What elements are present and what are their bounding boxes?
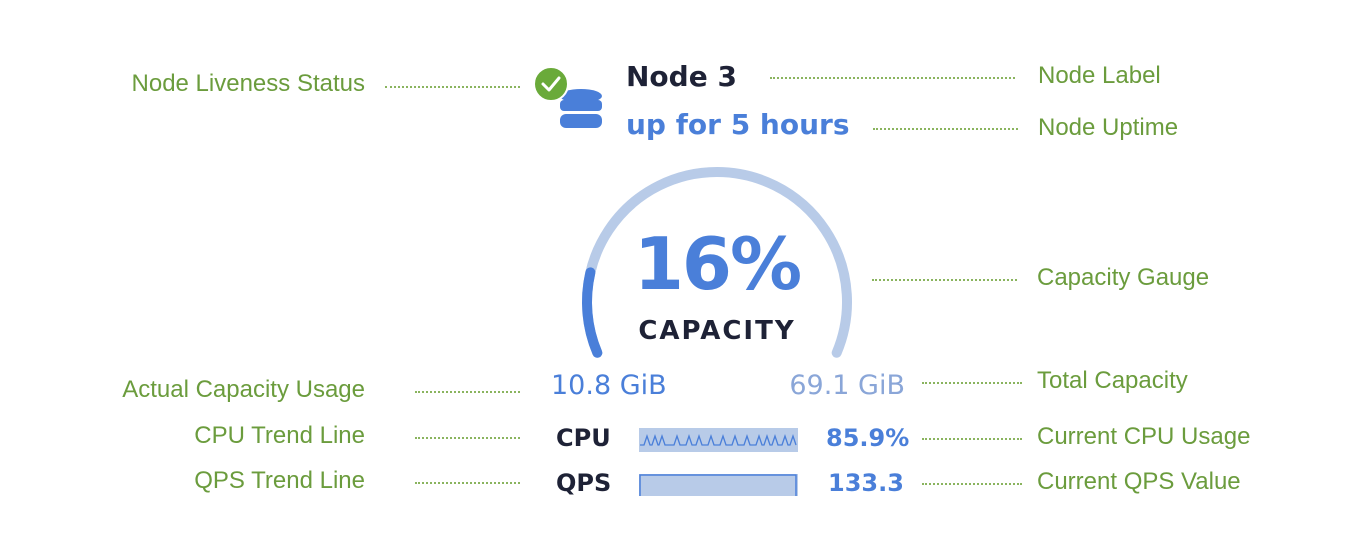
leader-line xyxy=(770,77,1015,79)
cpu-label: CPU xyxy=(556,424,611,452)
qps-value: 133.3 xyxy=(828,469,904,497)
leader-line xyxy=(922,483,1022,485)
cpu-trend-line xyxy=(640,433,797,446)
qps-label: QPS xyxy=(556,469,612,497)
leader-line xyxy=(922,382,1022,384)
leader-line xyxy=(872,279,1017,281)
gauge-fill xyxy=(582,267,603,358)
leader-line xyxy=(873,128,1018,130)
capacity-gauge xyxy=(582,167,852,358)
check-circle-icon xyxy=(533,66,569,102)
capacity-total: 69.1 GiB xyxy=(789,370,905,401)
node-uptime: up for 5 hours xyxy=(626,108,850,141)
capacity-caption: CAPACITY xyxy=(638,316,796,346)
qps-trend-line xyxy=(639,474,797,496)
qps-sparkline[interactable] xyxy=(639,472,798,496)
annotation-uptime: Node Uptime xyxy=(1038,114,1179,141)
node-label[interactable]: Node 3 xyxy=(626,60,737,93)
capacity-percent: 16% xyxy=(633,222,802,306)
leader-line xyxy=(415,437,520,439)
cpu-value: 85.9% xyxy=(826,424,910,452)
annotation-node-label: Node Label xyxy=(1038,62,1161,89)
annotation-cpu-value: Current CPU Usage xyxy=(1037,423,1251,450)
leader-line xyxy=(922,438,1022,440)
annotation-cpu-trend: CPU Trend Line xyxy=(194,422,365,449)
leader-line xyxy=(385,86,520,88)
leader-line xyxy=(415,391,520,393)
annotation-qps-value: Current QPS Value xyxy=(1037,468,1241,495)
leader-line xyxy=(415,482,520,484)
capacity-used: 10.8 GiB xyxy=(551,370,667,401)
cpu-sparkline[interactable] xyxy=(639,428,798,452)
database-icon xyxy=(560,89,602,128)
annotation-gauge: Capacity Gauge xyxy=(1037,264,1210,291)
annotation-total: Total Capacity xyxy=(1037,367,1188,394)
annotation-qps-trend: QPS Trend Line xyxy=(194,467,365,494)
annotation-liveness: Node Liveness Status xyxy=(131,70,365,97)
annotation-used: Actual Capacity Usage xyxy=(122,376,365,403)
